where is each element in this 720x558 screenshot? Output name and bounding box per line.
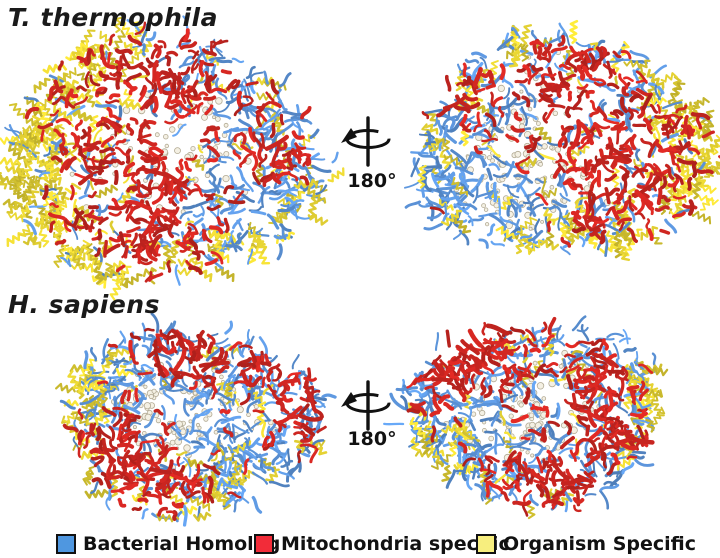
legend-label-bacterial-homolog: Bacterial Homolog	[83, 533, 281, 555]
legend-swatch-mitochondria-specific	[254, 534, 274, 554]
legend-label-mitochondria-specific: Mitochondria specific	[281, 533, 510, 555]
legend: Bacterial Homolog Mitochondria specific …	[0, 534, 720, 556]
legend-item-mitochondria-specific: Mitochondria specific	[254, 534, 510, 554]
section-title-h-sapiens: H. sapiens	[8, 290, 160, 319]
structure-t-thermophila-view-2	[404, 19, 720, 262]
section-title-t-thermophila: T. thermophila	[8, 3, 218, 32]
structure-h-sapiens-view-1	[55, 312, 337, 527]
rotation-angle-label: 180°	[347, 170, 397, 192]
rotation-axis-icon	[341, 116, 391, 167]
legend-swatch-bacterial-homolog	[56, 534, 76, 554]
legend-swatch-organism-specific	[476, 534, 496, 554]
rotation-axis-icon	[341, 380, 391, 431]
legend-item-organism-specific: Organism Specific	[476, 534, 696, 554]
structure-t-thermophila-view-1	[0, 15, 345, 301]
rotation-angle-label: 180°	[347, 428, 397, 450]
legend-item-bacterial-homolog: Bacterial Homolog	[56, 534, 280, 554]
structure-h-sapiens-view-2	[383, 315, 669, 520]
legend-label-organism-specific: Organism Specific	[503, 533, 696, 555]
